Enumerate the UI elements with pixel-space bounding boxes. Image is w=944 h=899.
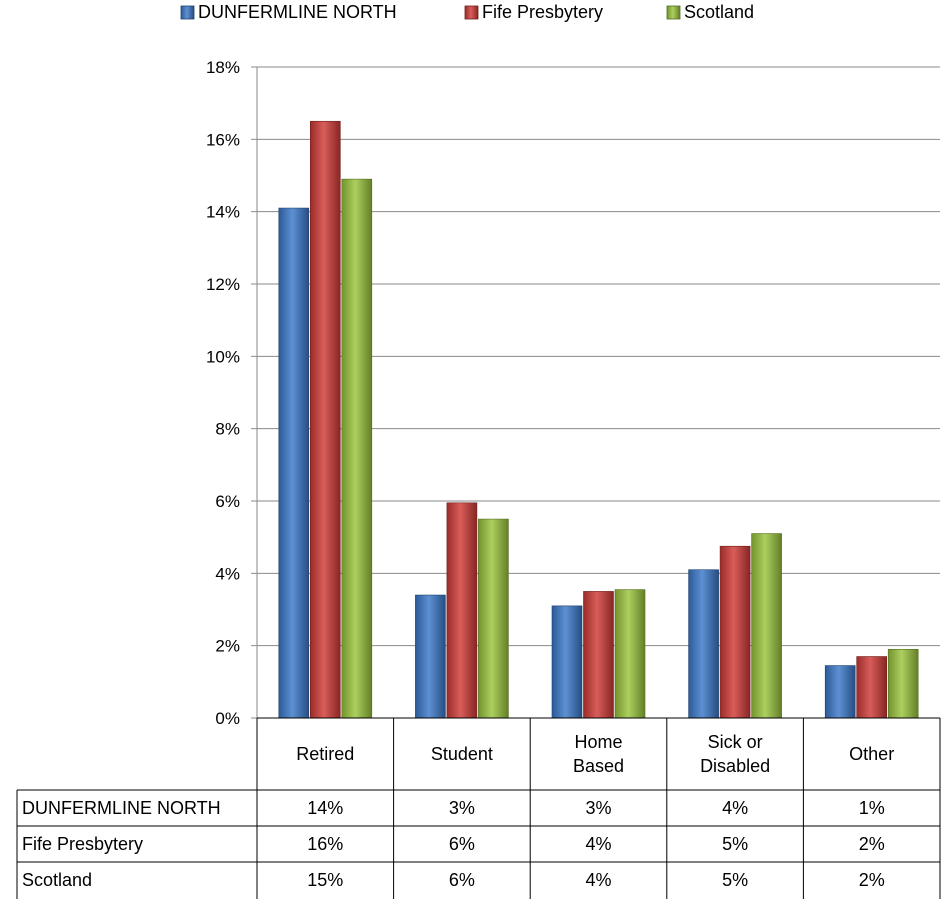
table-cell: 6% xyxy=(449,834,475,854)
axes: 0% 2% 4% 6% 8% 10% 12% 14% 16% 18% xyxy=(206,58,258,728)
y-tick-label: 12% xyxy=(206,275,240,294)
legend-swatch xyxy=(666,5,681,20)
y-tick-label: 8% xyxy=(215,420,240,439)
bar xyxy=(415,594,446,719)
table-cell: 14% xyxy=(307,798,343,818)
category-label: Based xyxy=(573,756,624,776)
category-label: Home xyxy=(574,732,622,752)
data-table: Retired Student Home Based Sick or Disabled Ot… xyxy=(16,717,941,899)
bar xyxy=(309,120,341,719)
table-cell: 4% xyxy=(722,798,748,818)
y-tick-label: 4% xyxy=(215,564,240,583)
y-tick-label: 2% xyxy=(215,637,240,656)
y-tick-label: 14% xyxy=(206,203,240,222)
table-series-name: Scotland xyxy=(22,870,92,890)
table-cell: 4% xyxy=(585,834,611,854)
table-series-name: Fife Presbytery xyxy=(22,834,143,854)
table-cell: 3% xyxy=(449,798,475,818)
y-tick-label: 16% xyxy=(206,130,240,149)
table-cell: 16% xyxy=(307,834,343,854)
table-cell: 15% xyxy=(307,870,343,890)
bar xyxy=(341,178,373,719)
bar xyxy=(719,545,751,719)
table-cell: 2% xyxy=(859,834,885,854)
legend-swatch xyxy=(464,5,479,20)
bar xyxy=(856,656,888,719)
bar xyxy=(478,518,509,719)
bar xyxy=(751,533,782,719)
legend-label: DUNFERMLINE NORTH xyxy=(198,2,397,22)
bar xyxy=(824,665,856,719)
category-label: Student xyxy=(431,744,493,764)
bar xyxy=(278,207,310,719)
table-cell: 3% xyxy=(585,798,611,818)
table-cell: 5% xyxy=(722,870,748,890)
category-label: Other xyxy=(849,744,894,764)
table-series-name: DUNFERMLINE NORTH xyxy=(22,798,221,818)
bar xyxy=(887,648,919,719)
category-label: Sick or xyxy=(708,732,763,752)
table-cell: 6% xyxy=(449,870,475,890)
legend-label: Fife Presbytery xyxy=(482,2,603,22)
category-label: Disabled xyxy=(700,756,770,776)
bar xyxy=(614,589,646,719)
bar xyxy=(583,591,614,719)
y-tick-label: 0% xyxy=(215,709,240,728)
legend-swatch xyxy=(180,5,195,20)
table-cell: 5% xyxy=(722,834,748,854)
legend: DUNFERMLINE NORTH Fife Presbytery Scotland xyxy=(180,2,754,22)
y-tick-label: 18% xyxy=(206,58,240,77)
table-cell: 4% xyxy=(585,870,611,890)
legend-label: Scotland xyxy=(684,2,754,22)
bar xyxy=(551,605,583,719)
y-tick-label: 10% xyxy=(206,347,240,366)
bars xyxy=(278,120,919,719)
y-tick-label: 6% xyxy=(215,492,240,511)
category-label: Retired xyxy=(296,744,354,764)
bar xyxy=(688,569,719,719)
table-cell: 1% xyxy=(859,798,885,818)
bar xyxy=(446,502,478,719)
table-cell: 2% xyxy=(859,870,885,890)
